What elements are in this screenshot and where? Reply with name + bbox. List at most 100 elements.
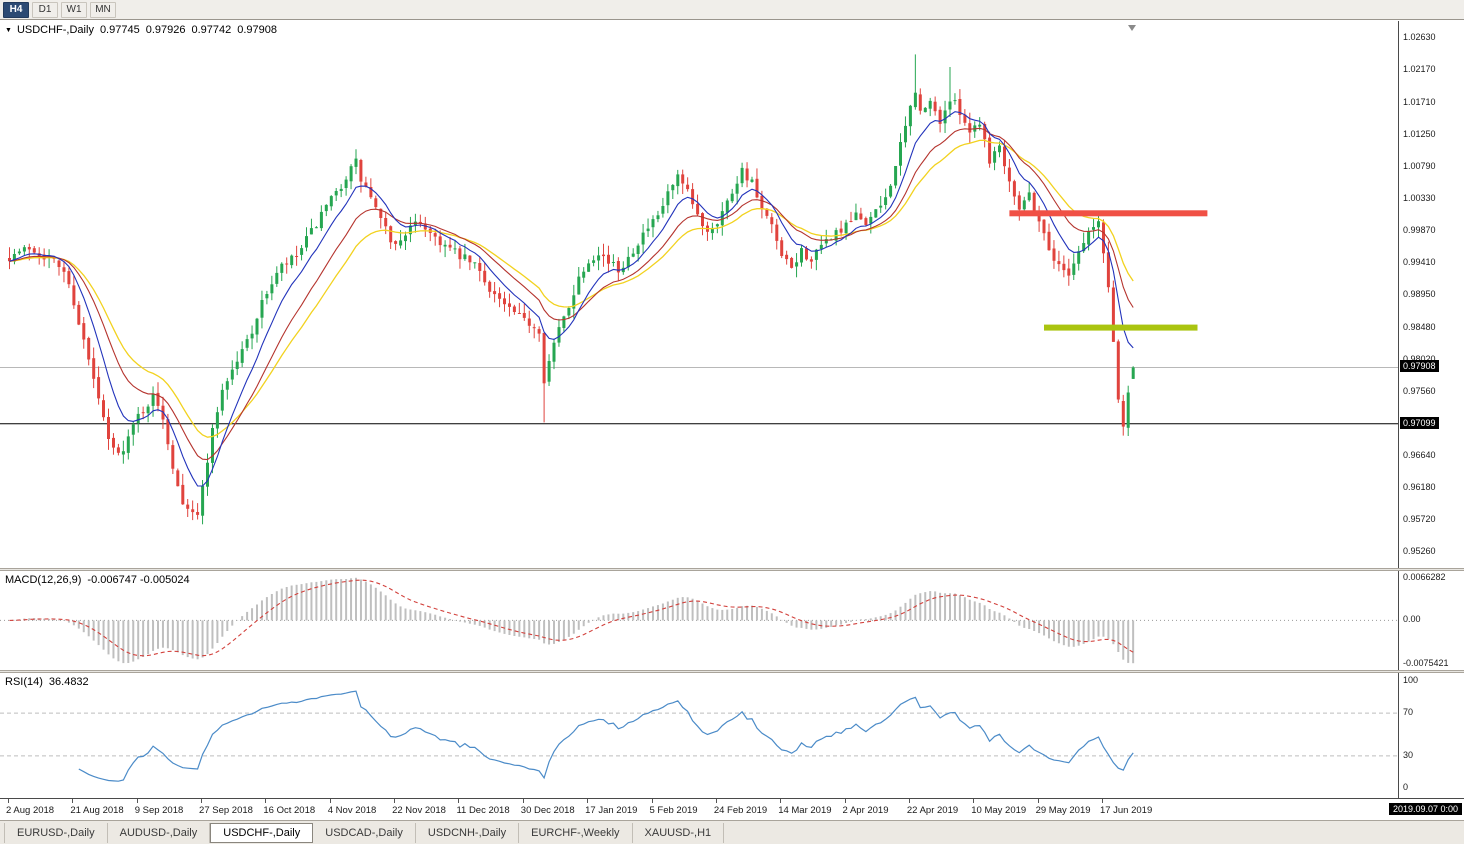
ohlc-low: 0.97742 xyxy=(191,24,232,36)
rsi-header: RSI(14) 36.4832 xyxy=(5,676,89,688)
symbol-marker-icon[interactable]: ▼ xyxy=(5,26,12,34)
time-axis-label: 10 May 2019 xyxy=(971,805,1027,816)
time-axis-tick xyxy=(844,799,846,803)
macd-indicator-panel[interactable]: MACD(12,26,9) -0.006747 -0.005024 xyxy=(0,571,1398,670)
price-scale[interactable]: 1.02630 1.02170 1.01710 1.01250 1.00790 1.003… xyxy=(1398,21,1464,798)
rsi-scale-label: 0 xyxy=(1403,782,1409,792)
price-chart-canvas xyxy=(0,54,1398,525)
time-axis-label: 27 Sep 2018 xyxy=(199,805,253,816)
time-axis-label: 2 Apr 2019 xyxy=(842,805,889,816)
macd-values: -0.006747 -0.005024 xyxy=(87,574,190,586)
resistance-level-line xyxy=(1009,210,1208,217)
ma-mid-line xyxy=(9,127,1134,461)
macd-header: MACD(12,26,9) -0.006747 -0.005024 xyxy=(5,574,190,586)
rsi-line xyxy=(78,690,1134,782)
hline-price-badge: 0.97099 xyxy=(1400,416,1439,429)
price-tick-label: 0.98480 xyxy=(1403,321,1436,332)
panel-divider[interactable] xyxy=(0,568,1464,571)
price-chart-panel[interactable]: ▼ USDCHF-,Daily 0.97745 0.97926 0.97742 … xyxy=(0,21,1398,568)
support-level-line xyxy=(1044,324,1198,331)
price-tick-label: 0.99870 xyxy=(1403,224,1436,235)
tab-usdcnh-daily[interactable]: USDCNH-,Daily xyxy=(416,822,520,843)
price-tick-label: 0.95260 xyxy=(1403,545,1436,556)
time-axis-tick xyxy=(587,799,589,803)
time-axis-label: 17 Jan 2019 xyxy=(585,805,638,816)
time-axis-label: 14 Mar 2019 xyxy=(778,805,832,816)
timeframe-w1-button[interactable]: W1 xyxy=(61,1,87,18)
price-tick-label: 1.02170 xyxy=(1403,64,1436,75)
macd-signal-line xyxy=(9,579,1134,657)
chart-tab-bar: EURUSD-,Daily AUDUSD-,Daily USDCHF-,Dail… xyxy=(0,820,1464,844)
time-axis-tick xyxy=(458,799,460,803)
panel-divider[interactable] xyxy=(0,670,1464,673)
time-axis-tick xyxy=(201,799,203,803)
ohlc-high: 0.97926 xyxy=(145,24,186,36)
price-tick-label: 1.02630 xyxy=(1403,32,1436,43)
time-axis-tick xyxy=(394,799,396,803)
time-axis-tick xyxy=(8,799,9,803)
time-axis[interactable]: 2019.09.07 0:00 2 Aug 2018 21 Aug 2018 9 S… xyxy=(0,798,1464,820)
price-tick-label: 0.98950 xyxy=(1403,288,1436,299)
tab-xauusd-h1[interactable]: XAUUSD-,H1 xyxy=(633,822,725,843)
time-axis-label: 21 Aug 2018 xyxy=(70,805,124,816)
time-axis-tick xyxy=(780,799,782,803)
time-axis-end-badge: 2019.09.07 0:00 xyxy=(1388,803,1462,815)
time-axis-label: 11 Dec 2018 xyxy=(456,805,510,816)
time-axis-tick xyxy=(973,799,975,803)
price-tick-label: 1.01250 xyxy=(1403,128,1436,139)
price-tick-label: 0.97560 xyxy=(1403,385,1436,396)
rsi-canvas xyxy=(0,690,1398,782)
time-axis-label: 24 Feb 2019 xyxy=(713,805,768,816)
time-axis-tick xyxy=(651,799,653,803)
tab-usdchf-daily[interactable]: USDCHF-,Daily xyxy=(210,822,314,843)
macd-label: MACD(12,26,9) xyxy=(5,574,82,586)
time-axis-label: 30 Dec 2018 xyxy=(520,805,575,816)
time-axis-tick xyxy=(908,799,910,803)
rsi-label: RSI(14) xyxy=(5,676,43,688)
time-axis-tick xyxy=(1037,799,1039,803)
macd-scale-top-label: 0.0066282 xyxy=(1403,572,1446,582)
rsi-indicator-panel[interactable]: RSI(14) 36.4832 xyxy=(0,673,1398,798)
time-axis-tick xyxy=(1101,799,1103,803)
chart-shift-marker-icon[interactable] xyxy=(1128,25,1136,31)
timeframe-d1-button[interactable]: D1 xyxy=(32,1,58,18)
price-tick-label: 0.96180 xyxy=(1403,481,1436,492)
macd-scale-bottom-label: -0.0075421 xyxy=(1403,658,1449,668)
rsi-value: 36.4832 xyxy=(48,676,89,688)
ma-slow-line xyxy=(9,139,1134,438)
tab-eurchf-weekly[interactable]: EURCHF-,Weekly xyxy=(519,822,633,843)
time-axis-label: 22 Nov 2018 xyxy=(392,805,446,816)
chart-header: ▼ USDCHF-,Daily 0.97745 0.97926 0.97742 … xyxy=(5,24,277,36)
price-tick-label: 1.00330 xyxy=(1403,192,1436,203)
symbol-label: USDCHF-,Daily xyxy=(16,24,94,36)
time-axis-label: 22 Apr 2019 xyxy=(906,805,959,816)
macd-canvas xyxy=(0,577,1398,664)
price-tick-label: 0.95720 xyxy=(1403,513,1436,524)
price-tick-label: 0.98020 xyxy=(1403,353,1436,364)
rsi-scale-label: 30 xyxy=(1403,749,1414,760)
macd-scale-zero-label: 0.00 xyxy=(1403,614,1421,625)
time-axis-tick xyxy=(136,799,138,803)
price-tick-label: 1.00790 xyxy=(1403,160,1436,171)
timeframe-toolbar: H4 D1 W1 MN xyxy=(0,0,1464,20)
price-tick-label: 1.01710 xyxy=(1403,96,1436,107)
tab-eurusd-daily[interactable]: EURUSD-,Daily xyxy=(4,822,108,843)
candles-series xyxy=(8,54,1135,525)
time-axis-tick xyxy=(329,799,331,803)
time-axis-label: 16 Oct 2018 xyxy=(263,805,316,816)
tab-usdcad-daily[interactable]: USDCAD-,Daily xyxy=(313,822,416,843)
time-axis-tick xyxy=(265,799,267,803)
time-axis-tick xyxy=(715,799,717,803)
rsi-scale-label: 100 xyxy=(1403,675,1419,685)
price-tick-label: 0.99410 xyxy=(1403,256,1436,267)
time-axis-label: 17 Jun 2019 xyxy=(1099,805,1153,816)
timeframe-h4-button[interactable]: H4 xyxy=(3,1,29,18)
rsi-scale-label: 70 xyxy=(1403,707,1414,718)
current-price-badge: 0.97908 xyxy=(1400,360,1439,373)
ohlc-close: 0.97908 xyxy=(237,24,277,36)
time-axis-tick xyxy=(522,799,524,803)
timeframe-mn-button[interactable]: MN xyxy=(90,1,116,18)
price-tick-label: 0.96640 xyxy=(1403,449,1436,460)
tab-audusd-daily[interactable]: AUDUSD-,Daily xyxy=(108,822,211,843)
